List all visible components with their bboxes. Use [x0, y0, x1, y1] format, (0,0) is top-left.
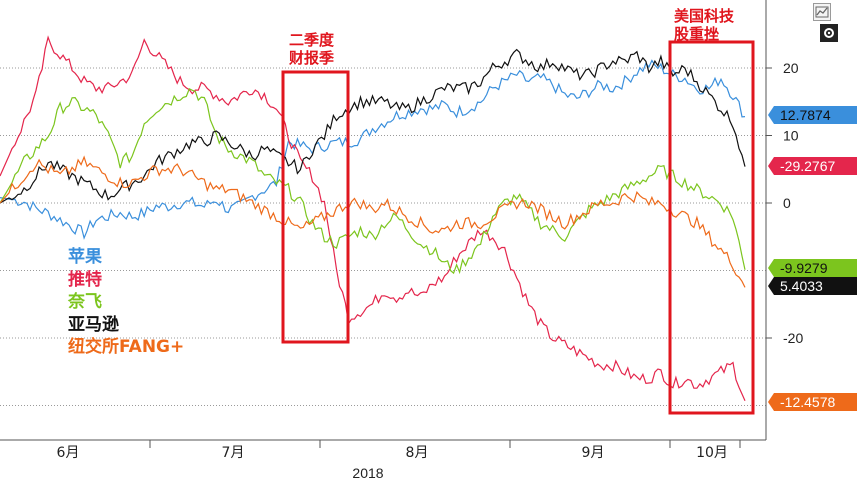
x-tick-label: 8月 [406, 445, 429, 461]
legend-item-fang: 纽交所FANG+ [68, 337, 185, 357]
last-value-label: -29.2767 [780, 158, 835, 174]
y-ticks: 20 10 0 -20 [766, 60, 803, 346]
series-lines [0, 35, 746, 402]
last-value-badge: 12.7874 [768, 106, 857, 124]
last-value-badge: 5.4033 [768, 277, 857, 295]
tech-selloff-box [668, 40, 755, 415]
legend-item-netflix: 奈飞 [68, 292, 102, 312]
legend-item-twitter: 推特 [68, 269, 102, 290]
series-line-0 [0, 59, 746, 240]
q2-earnings-box [281, 70, 350, 344]
q2-earnings-label: 二季度 财报季 [289, 31, 334, 67]
settings-button[interactable] [820, 24, 838, 42]
q2-earnings-line-2: 财报季 [289, 49, 335, 67]
x-tick-label: 9月 [582, 445, 605, 461]
last-value-badge: -9.9279 [768, 259, 857, 277]
q2-earnings-line-1: 二季度 [289, 31, 335, 49]
value-badges: 12.7874 -29.2767 -9.9279 5.4033 -12.4578 [768, 106, 857, 411]
series-line-1 [0, 35, 746, 402]
series-line-3 [0, 48, 746, 204]
x-ticks: 6月 7月 8月 9月 10月 2018 [57, 440, 741, 481]
tech-selloff-line-1: 美国科技 [674, 7, 735, 25]
tech-selloff-label: 美国科技 股重挫 [674, 7, 734, 43]
y-tick-label: 10 [783, 128, 799, 144]
last-value-badge: -12.4578 [768, 393, 857, 411]
legend: 苹果 推特 奈飞 亚马逊 纽交所FANG+ [68, 246, 184, 359]
gear-icon [824, 28, 834, 38]
y-tick-label: 0 [783, 195, 791, 211]
chart-type-button[interactable] [813, 3, 831, 21]
last-value-badge: -29.2767 [768, 157, 857, 175]
x-tick-label: 10月 [696, 445, 728, 461]
last-value-label: -12.4578 [780, 394, 835, 410]
last-value-label: -9.9279 [780, 260, 828, 276]
legend-item-amazon: 亚马逊 [68, 314, 119, 335]
x-tick-label: 6月 [57, 445, 80, 461]
y-tick-label: -20 [783, 330, 803, 346]
tech-selloff-line-2: 股重挫 [674, 25, 720, 43]
last-value-label: 5.4033 [780, 278, 823, 294]
series-line-2 [0, 87, 746, 275]
series-line-4 [0, 155, 746, 288]
last-value-label: 12.7874 [780, 107, 831, 123]
line-chart-icon [815, 6, 829, 18]
x-tick-label: 7月 [222, 445, 245, 461]
legend-item-apple: 苹果 [68, 247, 102, 267]
x-axis-year-label: 2018 [352, 465, 383, 481]
y-tick-label: 20 [783, 60, 799, 76]
